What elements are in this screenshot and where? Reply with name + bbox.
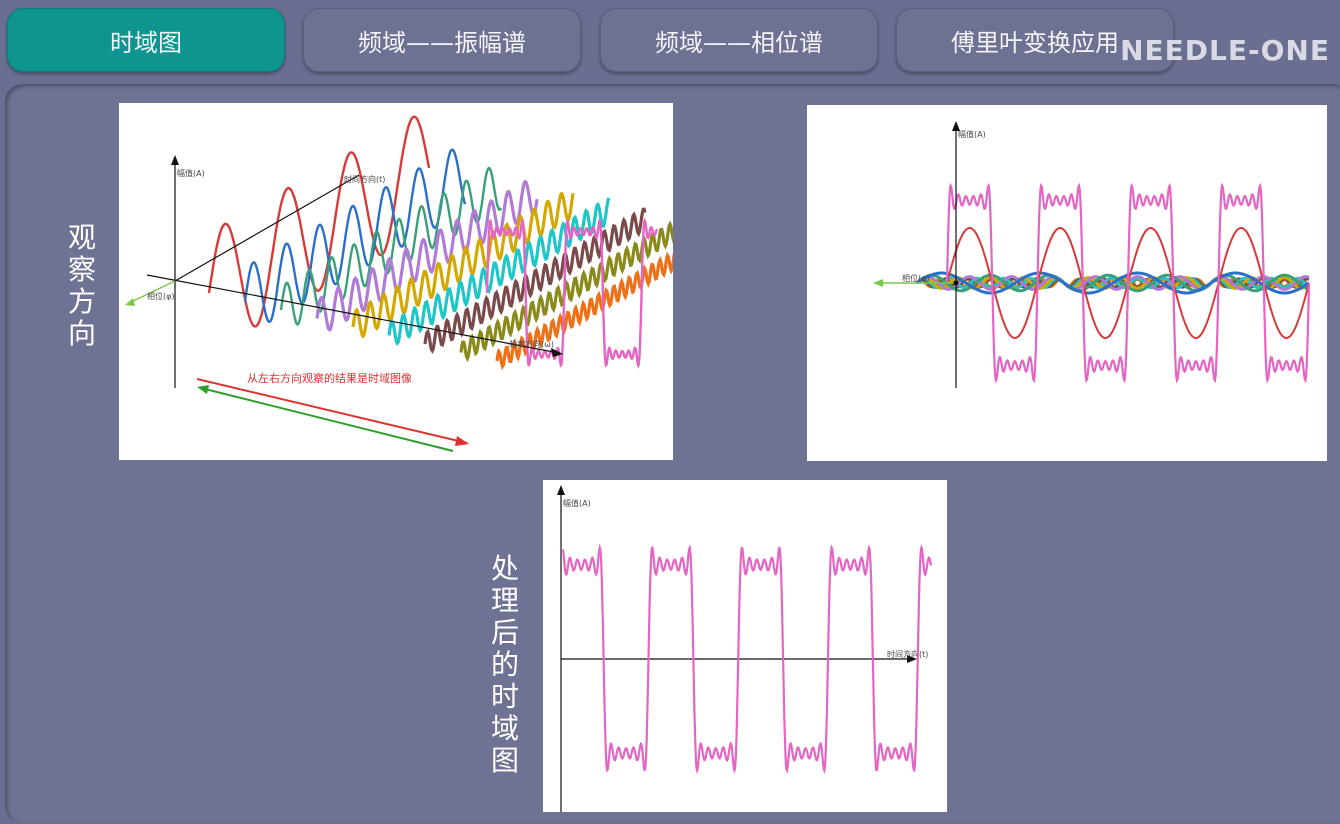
y-axis-label: 幅值(A) xyxy=(563,498,591,508)
processed-time-domain-label: 处理后的时域图 xyxy=(490,552,519,777)
phase-axis xyxy=(128,280,176,304)
time-axis-label: 时间方向(t) xyxy=(887,649,928,659)
frequency-axis xyxy=(146,274,560,354)
left-arrow xyxy=(200,387,454,452)
composite-waveform xyxy=(561,543,933,775)
brand-watermark: NEEDLE-ONE xyxy=(1120,34,1330,67)
harmonic-waves xyxy=(207,115,673,371)
tab-bar: 时域图 频域——振幅谱 频域——相位谱 傅里叶变换应用 NEEDLE-ONE xyxy=(0,0,1340,80)
y-axis-label: 幅值(A) xyxy=(958,129,986,139)
phase-axis-label: 相位(φ) xyxy=(147,291,175,301)
wave-trace xyxy=(916,275,1310,291)
side-view-figure: 幅值(A) 相位(φ) xyxy=(807,105,1327,461)
tab-fourier-application[interactable]: 傅里叶变换应用 xyxy=(896,8,1174,72)
tab-time-domain[interactable]: 时域图 xyxy=(7,8,285,72)
wave-trace xyxy=(945,182,1311,384)
right-arrow xyxy=(196,378,468,444)
y-axis-label: 幅值(A) xyxy=(177,168,205,178)
time-axis-label: 时间方向(t) xyxy=(344,174,385,184)
harmonics-3d-figure: 幅值(A) 时间方向(t) 频率方向(ω) 相位(φ) 从左右方向观察的结果是时… xyxy=(119,103,673,460)
time-axis xyxy=(174,174,360,282)
tab-phase-spectrum[interactable]: 频域——相位谱 xyxy=(600,8,878,72)
wave-trace xyxy=(916,271,1310,295)
observation-caption: 从左右方向观察的结果是时域图像 xyxy=(247,371,412,385)
wave-trace xyxy=(207,115,431,328)
wave-trace xyxy=(351,192,575,339)
wave-trace xyxy=(485,217,659,369)
observe-direction-label: 观察方向 xyxy=(67,221,96,350)
phase-axis-label: 相位(φ) xyxy=(902,273,930,283)
frequency-axis-label: 频率方向(ω) xyxy=(509,339,554,349)
processed-waveform-figure: 幅值(A) 时间方向(t) xyxy=(543,480,947,812)
tab-amplitude-spectrum[interactable]: 频域——振幅谱 xyxy=(303,8,581,72)
wave-trace xyxy=(916,273,1310,293)
wave-trace xyxy=(243,148,467,323)
overlaid-waves xyxy=(915,182,1311,384)
